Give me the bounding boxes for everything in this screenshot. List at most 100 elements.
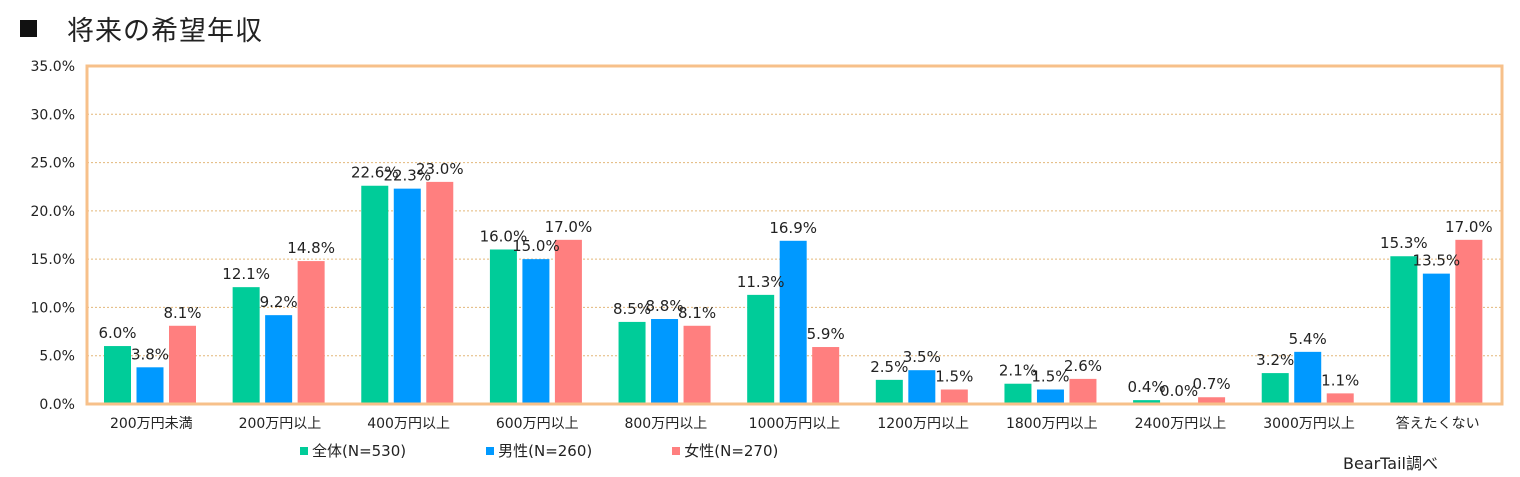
y-tick-label: 5.0% <box>39 349 75 365</box>
data-label: 0.4% <box>1128 378 1166 396</box>
bar <box>554 239 582 404</box>
bar <box>683 325 711 404</box>
data-label: 15.3% <box>1380 234 1428 252</box>
x-tick-label: 200万円以上 <box>239 416 322 432</box>
bar <box>651 319 679 404</box>
legend-swatch <box>672 446 681 455</box>
data-label: 0.7% <box>1193 375 1231 393</box>
data-label: 12.1% <box>222 265 270 283</box>
data-label: 22.6% <box>351 164 399 182</box>
data-label: 23.0% <box>416 160 464 178</box>
bar <box>426 181 454 404</box>
bar <box>1422 273 1450 404</box>
y-tick-label: 15.0% <box>31 252 75 268</box>
data-label: 17.0% <box>1445 218 1493 236</box>
data-label: 15.0% <box>512 237 560 255</box>
bar <box>1133 400 1161 404</box>
bar <box>1326 393 1354 404</box>
data-label: 2.1% <box>999 362 1037 380</box>
y-tick-label: 25.0% <box>31 156 75 172</box>
data-label: 3.2% <box>1256 351 1294 369</box>
data-label: 8.5% <box>613 300 651 318</box>
legend-label: 女性(N=270) <box>684 442 779 460</box>
bar <box>1198 397 1226 404</box>
bar <box>265 315 293 404</box>
y-tick-label: 20.0% <box>31 204 75 220</box>
x-tick-label: 3000万円以上 <box>1263 416 1355 432</box>
y-tick-label: 10.0% <box>31 300 75 316</box>
bar <box>908 370 936 404</box>
y-tick-label: 0.0% <box>39 397 75 413</box>
bar <box>1390 256 1418 404</box>
legend: 全体(N=530) 男性(N=260) 女性(N=270) <box>300 440 858 461</box>
data-label: 3.8% <box>131 345 169 363</box>
x-tick-label: 800万円以上 <box>624 416 707 432</box>
bar <box>393 188 421 404</box>
data-label: 11.3% <box>737 273 785 291</box>
square-bullet-icon <box>20 19 37 37</box>
bar <box>747 294 775 404</box>
bar <box>779 240 807 404</box>
plot-frame <box>85 64 1504 406</box>
x-tick-label: 200万円未満 <box>110 416 193 432</box>
data-label: 1.1% <box>1321 371 1359 389</box>
x-axis-ticks: 200万円未満 200万円以上 400万円以上 600万円以上 800万円以上 1000万… <box>110 415 1480 432</box>
data-label: 8.8% <box>645 297 683 315</box>
data-labels: 6.0% 3.8% 8.1% 12.1% 9.2% 14.8% 22.6%22.3%23.0… <box>98 160 1492 400</box>
bar <box>1261 373 1289 404</box>
data-label: 13.5% <box>1413 252 1461 270</box>
bar <box>1036 389 1064 404</box>
data-label: 5.4% <box>1289 330 1327 348</box>
data-label: 8.1% <box>163 304 201 322</box>
bar <box>940 389 968 404</box>
legend-item: 女性(N=270) <box>672 440 778 461</box>
bar <box>169 325 196 404</box>
bar <box>104 346 131 404</box>
data-label: 0.0% <box>1160 382 1198 400</box>
data-label: 3.5% <box>903 348 941 366</box>
legend-item: 男性(N=260) <box>486 440 592 461</box>
bar <box>1455 239 1483 404</box>
y-tick-label: 35.0% <box>31 59 75 75</box>
data-label: 22.3% <box>383 167 431 185</box>
data-label: 9.2% <box>260 293 298 311</box>
bar <box>136 367 164 404</box>
bar <box>297 261 325 404</box>
bar <box>361 185 389 404</box>
data-label: 1.5% <box>1031 368 1069 386</box>
data-label: 16.9% <box>769 219 817 237</box>
y-tick-label: 30.0% <box>31 107 75 123</box>
bar <box>489 249 517 404</box>
x-tick-label: 2400万円以上 <box>1135 416 1227 432</box>
legend-swatch <box>486 446 495 455</box>
data-label: 14.8% <box>287 239 335 257</box>
data-label: 2.5% <box>870 358 908 376</box>
bars <box>104 181 1483 404</box>
data-label: 8.1% <box>678 304 716 322</box>
data-label: 5.9% <box>807 325 845 343</box>
x-tick-label: 1000万円以上 <box>749 416 841 432</box>
chart-title-text: 将来の希望年収 <box>67 15 263 47</box>
x-tick-label: 1200万円以上 <box>877 416 969 432</box>
bar <box>875 379 903 404</box>
data-label: 16.0% <box>480 227 528 245</box>
legend-item: 全体(N=530) <box>300 440 406 461</box>
data-label: 17.0% <box>545 218 593 236</box>
chart-title: 将来の希望年収 <box>20 8 263 48</box>
y-axis-ticks: 0.0% 5.0% 10.0% 15.0% 20.0% 25.0% 30.0% 35.0% <box>31 59 75 413</box>
source-note: BearTail調べ <box>1342 454 1438 473</box>
legend-swatch <box>300 446 308 455</box>
bar <box>812 347 840 404</box>
bar <box>1004 383 1032 404</box>
x-tick-label: 400万円以上 <box>367 416 450 432</box>
bar <box>618 321 646 404</box>
data-label: 1.5% <box>935 368 973 386</box>
bar <box>1069 378 1097 404</box>
x-tick-label: 600万円以上 <box>496 416 579 432</box>
bar <box>1294 351 1322 404</box>
legend-label: 全体(N=530) <box>312 442 407 460</box>
bar <box>232 287 260 404</box>
data-label: 6.0% <box>98 324 136 342</box>
bar <box>522 259 550 404</box>
